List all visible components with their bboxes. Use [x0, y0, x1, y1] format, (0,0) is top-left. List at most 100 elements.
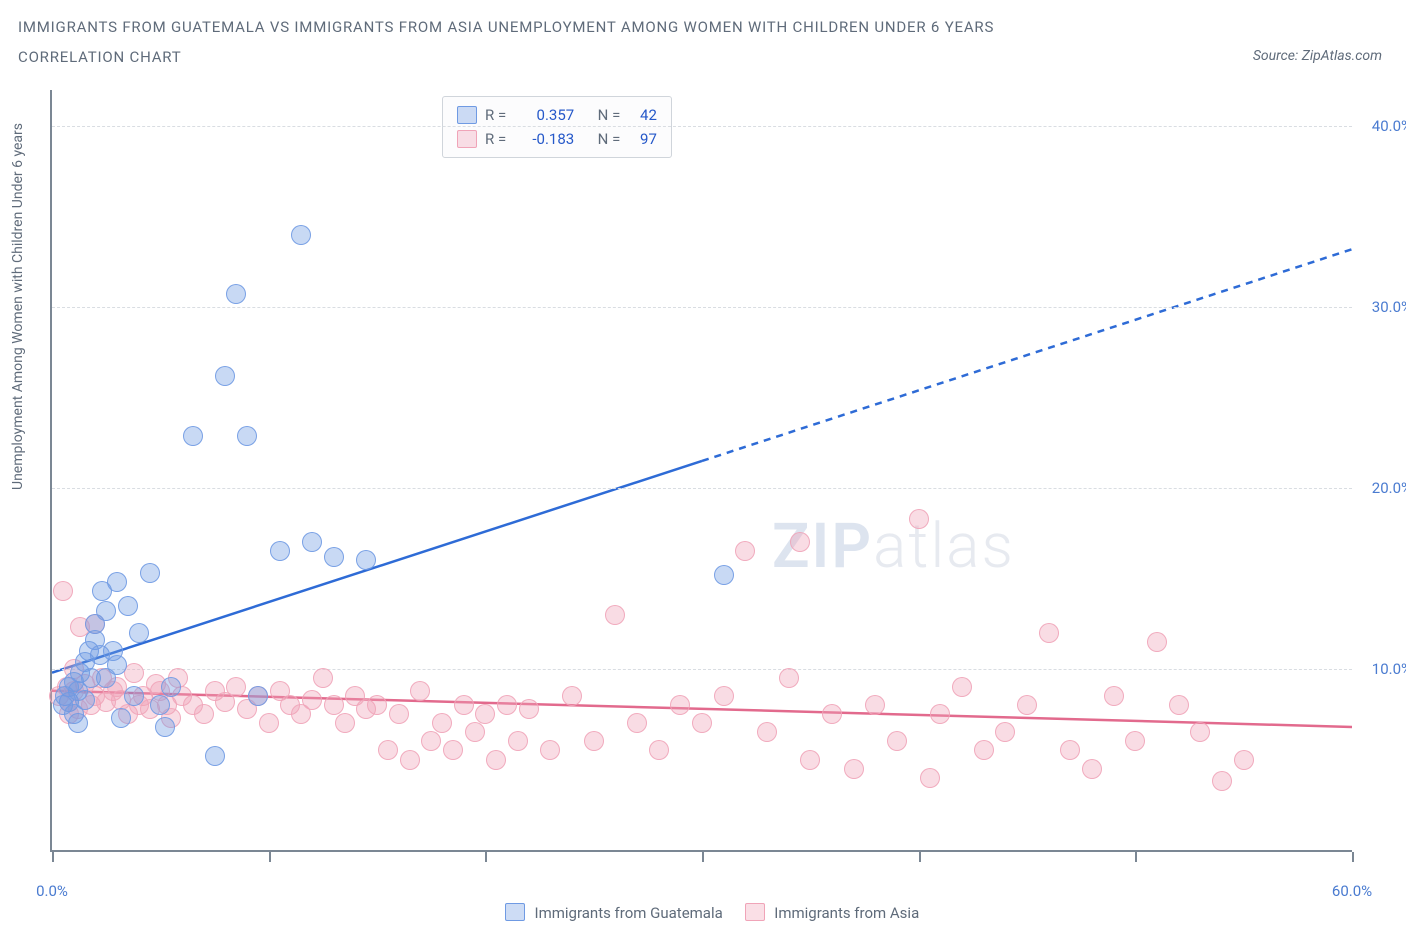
trend-lines-svg: [52, 90, 1352, 850]
data-point: [714, 565, 734, 585]
data-point: [248, 686, 268, 706]
x-tick: [52, 852, 54, 862]
data-point: [107, 655, 127, 675]
data-point: [508, 731, 528, 751]
x-tick: [702, 852, 704, 862]
data-point: [237, 426, 257, 446]
data-point: [800, 750, 820, 770]
data-point: [270, 541, 290, 561]
data-point: [540, 740, 560, 760]
data-point: [161, 677, 181, 697]
n-value-guatemala: 42: [640, 106, 657, 124]
data-point: [757, 722, 777, 742]
swatch-asia: [745, 903, 765, 921]
data-point: [1104, 686, 1124, 706]
y-tick-label: 40.0%: [1372, 117, 1406, 135]
n-value-asia: 97: [640, 130, 657, 148]
r-label: R =: [485, 130, 506, 148]
data-point: [75, 690, 95, 710]
data-point: [124, 663, 144, 683]
data-point: [1125, 731, 1145, 751]
data-point: [302, 690, 322, 710]
data-point: [995, 722, 1015, 742]
data-point: [1060, 740, 1080, 760]
swatch-guatemala: [505, 903, 525, 921]
data-point: [692, 713, 712, 733]
data-point: [1234, 750, 1254, 770]
data-point: [367, 695, 387, 715]
data-point: [930, 704, 950, 724]
x-tick: [1352, 852, 1354, 862]
y-tick-label: 20.0%: [1372, 479, 1406, 497]
data-point: [1190, 722, 1210, 742]
r-value-guatemala: 0.357: [514, 106, 574, 124]
data-point: [155, 717, 175, 737]
source-attribution: Source: ZipAtlas.com: [1253, 48, 1382, 64]
data-point: [649, 740, 669, 760]
data-point: [497, 695, 517, 715]
r-label: R =: [485, 106, 506, 124]
data-point: [909, 509, 929, 529]
data-point: [974, 740, 994, 760]
data-point: [1169, 695, 1189, 715]
watermark-bold: ZIP: [772, 510, 873, 583]
swatch-guatemala: [457, 106, 477, 124]
y-tick-label: 10.0%: [1372, 660, 1406, 678]
x-tick: [919, 852, 921, 862]
legend-label-asia: Immigrants from Asia: [774, 904, 919, 922]
data-point: [389, 704, 409, 724]
data-point: [356, 550, 376, 570]
gridline: [52, 488, 1352, 489]
data-point: [124, 686, 144, 706]
bottom-legend: Immigrants from Guatemala Immigrants fro…: [0, 903, 1406, 922]
data-point: [335, 713, 355, 733]
data-point: [519, 699, 539, 719]
data-point: [584, 731, 604, 751]
data-point: [53, 581, 73, 601]
x-tick-label: 0.0%: [36, 882, 68, 900]
y-axis-label: Unemployment Among Women with Children U…: [10, 123, 26, 490]
data-point: [183, 426, 203, 446]
data-point: [96, 601, 116, 621]
data-point: [378, 740, 398, 760]
data-point: [735, 541, 755, 561]
page-subtitle: CORRELATION CHART: [18, 48, 182, 66]
data-point: [226, 284, 246, 304]
data-point: [150, 695, 170, 715]
data-point: [140, 563, 160, 583]
data-point: [670, 695, 690, 715]
data-point: [822, 704, 842, 724]
data-point: [111, 708, 131, 728]
watermark-light: atlas: [873, 510, 1015, 583]
data-point: [432, 713, 452, 733]
n-label: N =: [598, 130, 621, 148]
r-value-asia: -0.183: [514, 130, 574, 148]
trend-line: [702, 249, 1352, 461]
y-tick-label: 30.0%: [1372, 298, 1406, 316]
gridline: [52, 307, 1352, 308]
data-point: [627, 713, 647, 733]
data-point: [129, 623, 149, 643]
data-point: [465, 722, 485, 742]
data-point: [324, 547, 344, 567]
stats-row-asia: R = -0.183 N = 97: [457, 127, 657, 151]
x-tick: [1135, 852, 1137, 862]
scatter-plot: ZIPatlas R = 0.357 N = 42 R = -0.183 N =…: [50, 90, 1352, 852]
gridline: [52, 669, 1352, 670]
data-point: [291, 225, 311, 245]
data-point: [215, 366, 235, 386]
data-point: [1147, 632, 1167, 652]
data-point: [844, 759, 864, 779]
data-point: [443, 740, 463, 760]
data-point: [562, 686, 582, 706]
data-point: [1212, 771, 1232, 791]
data-point: [486, 750, 506, 770]
data-point: [865, 695, 885, 715]
data-point: [118, 596, 138, 616]
data-point: [107, 572, 127, 592]
data-point: [952, 677, 972, 697]
data-point: [400, 750, 420, 770]
stats-row-guatemala: R = 0.357 N = 42: [457, 103, 657, 127]
data-point: [790, 532, 810, 552]
data-point: [1017, 695, 1037, 715]
